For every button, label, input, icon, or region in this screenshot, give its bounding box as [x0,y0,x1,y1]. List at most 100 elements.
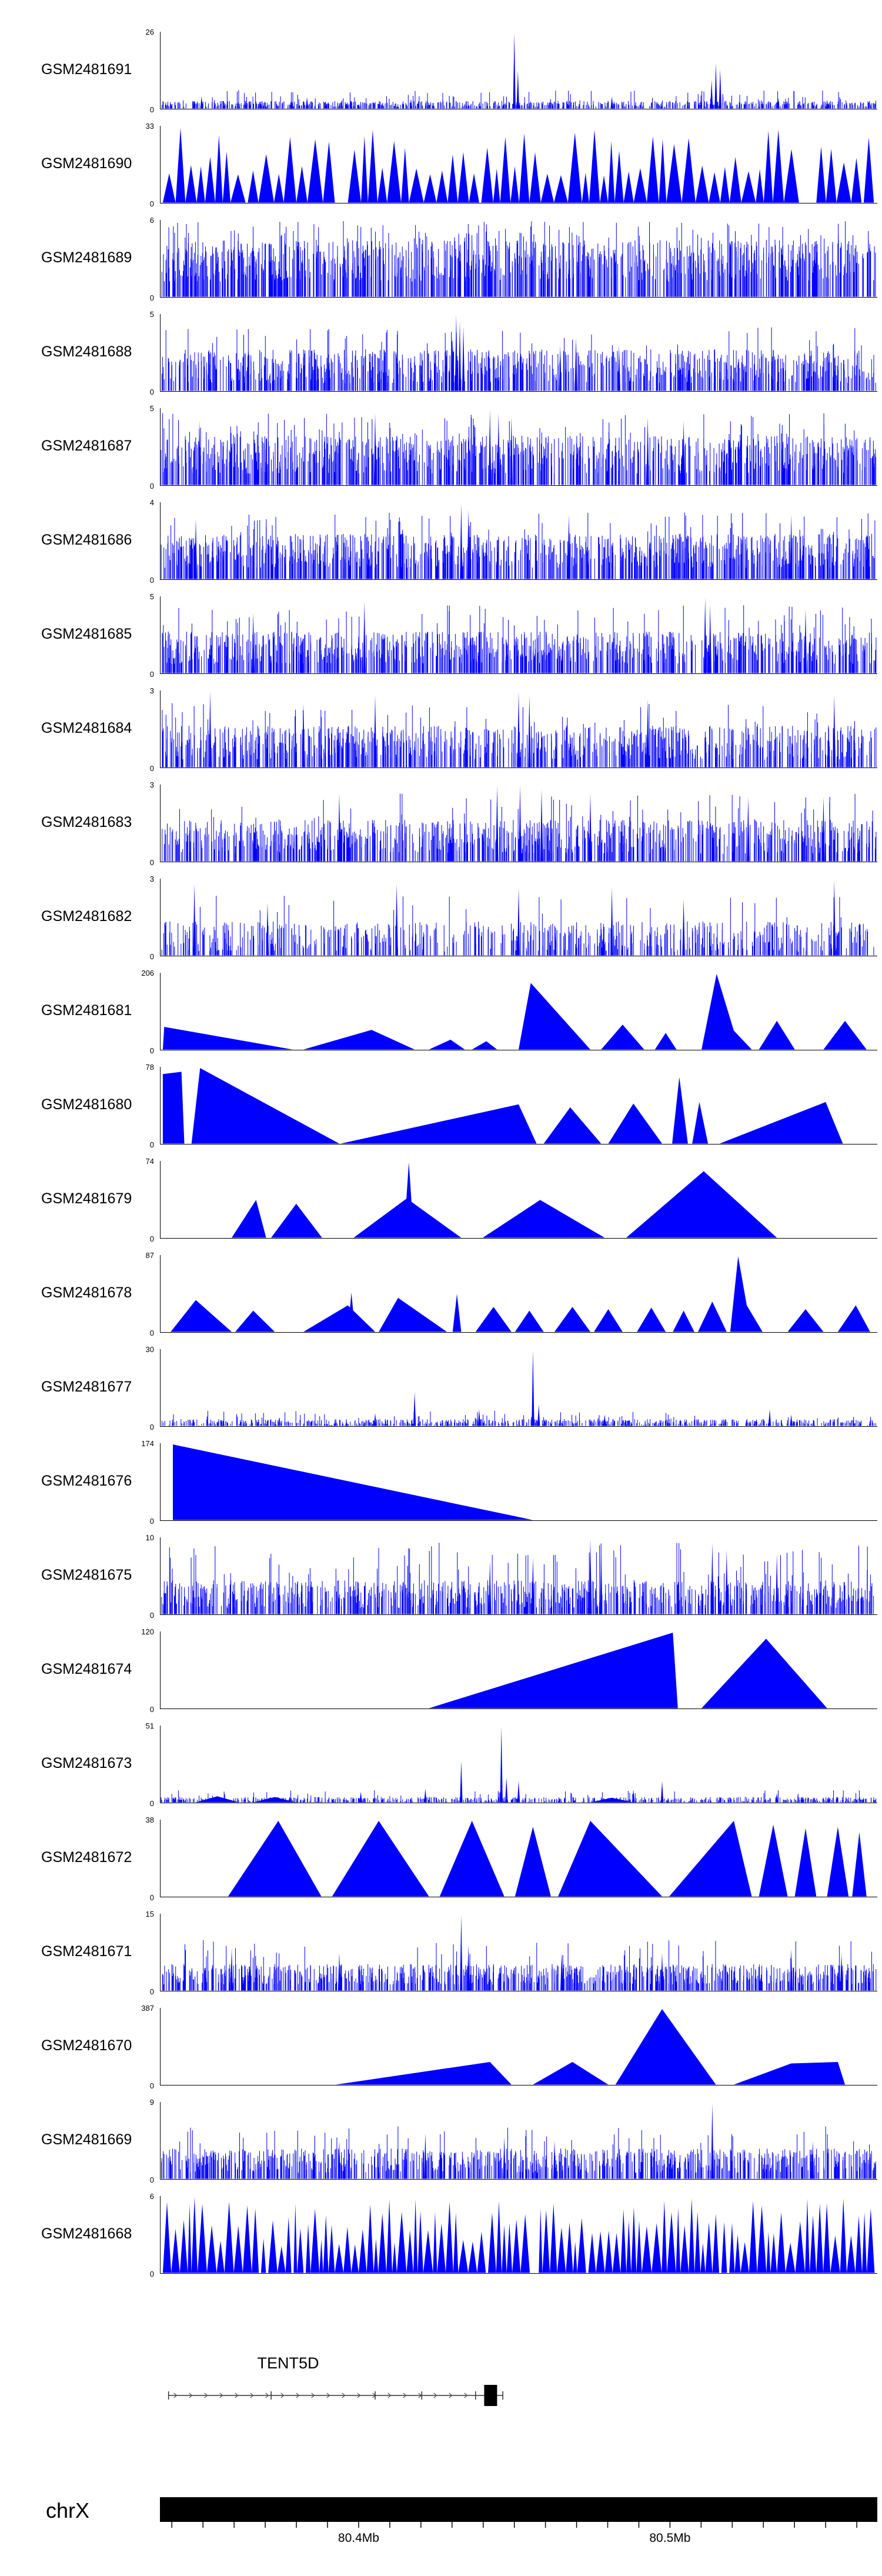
sample-label: GSM2481677 [41,1379,132,1395]
yaxis-max-label: 4 [149,498,154,507]
coverage-plot [160,1349,877,1427]
yaxis-min-label: 0 [149,858,154,867]
yaxis-min-label: 0 [149,2175,154,2184]
sample-label: GSM2481691 [41,61,132,78]
coverage-track-row: GSM2481668 6 0 [0,2188,882,2282]
sample-label: GSM2481682 [41,908,132,925]
coverage-track-row: GSM2481679 74 0 [0,1153,882,1247]
sample-label: GSM2481668 [41,2225,132,2242]
yaxis-min-label: 0 [149,105,154,114]
yaxis-min-label: 0 [149,1893,154,1902]
coverage-track-row: GSM2481685 5 0 [0,588,882,682]
yaxis-max-label: 6 [149,2192,154,2201]
yaxis-min-label: 0 [149,1987,154,1996]
coverage-track-row: GSM2481675 10 0 [0,1529,882,1623]
yaxis-max-label: 38 [145,1816,154,1824]
yaxis-min-label: 0 [149,2270,154,2278]
yaxis-max-label: 78 [145,1063,154,1072]
yaxis-min-label: 0 [149,199,154,208]
coverage-plot [160,690,877,768]
coverage-plot [160,408,877,486]
coverage-plot [160,785,877,862]
yaxis-min-label: 0 [149,952,154,961]
sample-label: GSM2481670 [41,2037,132,2054]
yaxis-min-label: 0 [149,482,154,490]
yaxis-max-label: 120 [141,1627,154,1636]
yaxis-max-label: 51 [145,1721,154,1730]
yaxis-min-label: 0 [149,1611,154,1620]
yaxis-min-label: 0 [149,670,154,679]
yaxis-min-label: 0 [149,764,154,773]
coverage-track-row: GSM2481674 120 0 [0,1623,882,1717]
chromosome-label: chrX [46,2498,90,2522]
yaxis-max-label: 206 [141,969,154,977]
coverage-plot [160,314,877,392]
coverage-track-row: GSM2481672 38 0 [0,1811,882,1906]
yaxis-max-label: 10 [145,1533,154,1542]
genome-axis-track: chrX 80.4Mb 80.5Mb [0,2492,882,2575]
sample-label: GSM2481678 [41,1284,132,1301]
yaxis-max-label: 5 [149,592,154,601]
coverage-plot [160,596,877,674]
coverage-track-row: GSM2481686 4 0 [0,494,882,588]
coverage-track-row: GSM2481689 6 0 [0,212,882,306]
coverage-plot [160,973,877,1050]
coverage-track-row: GSM2481676 174 0 [0,1435,882,1529]
sample-label: GSM2481679 [41,1190,132,1207]
sample-label: GSM2481669 [41,2131,132,2148]
yaxis-max-label: 5 [149,404,154,413]
coverage-track-row: GSM2481682 3 0 [0,870,882,965]
yaxis-min-label: 0 [149,1046,154,1055]
yaxis-max-label: 3 [149,875,154,883]
coverage-track-row: GSM2481670 387 0 [0,2000,882,2094]
yaxis-min-label: 0 [149,1423,154,1432]
yaxis-max-label: 174 [141,1439,154,1448]
sample-label: GSM2481687 [41,438,132,454]
yaxis-max-label: 9 [149,2098,154,2107]
coverage-plot [160,502,877,580]
gene-track: TENT5D [0,2350,882,2426]
sample-label: GSM2481685 [41,626,132,642]
sample-label: GSM2481671 [41,1943,132,1960]
sample-label: GSM2481672 [41,1849,132,1866]
coverage-plot [160,2102,877,2180]
coverage-track-row: GSM2481677 30 0 [0,1341,882,1435]
coverage-track-row: GSM2481671 15 0 [0,1906,882,2000]
yaxis-max-label: 87 [145,1251,154,1260]
axis-tick-label: 80.4Mb [338,2531,379,2545]
yaxis-max-label: 5 [149,310,154,319]
coverage-track-row: GSM2481673 51 0 [0,1717,882,1811]
coverage-plot [160,1443,877,1521]
yaxis-min-label: 0 [149,388,154,396]
yaxis-max-label: 6 [149,216,154,225]
coverage-plot [160,879,877,956]
yaxis-min-label: 0 [149,1517,154,1526]
yaxis-max-label: 30 [145,1345,154,1354]
coverage-plot [160,1820,877,1897]
sample-label: GSM2481689 [41,249,132,266]
yaxis-max-label: 3 [149,686,154,695]
coverage-plot [160,1255,877,1333]
yaxis-min-label: 0 [149,2081,154,2090]
genome-axis [160,2497,877,2528]
gene-name-label: TENT5D [257,2354,319,2372]
sample-label: GSM2481684 [41,720,132,736]
coverage-plot [160,1914,877,1991]
sample-label: GSM2481673 [41,1755,132,1771]
coverage-track-row: GSM2481684 3 0 [0,682,882,776]
yaxis-max-label: 33 [145,122,154,131]
yaxis-min-label: 0 [149,1234,154,1243]
sample-label: GSM2481690 [41,155,132,172]
coverage-plot [160,1067,877,1144]
sample-label: GSM2481681 [41,1002,132,1019]
coverage-plot [160,126,877,203]
yaxis-min-label: 0 [149,1140,154,1149]
yaxis-min-label: 0 [149,1799,154,1808]
coverage-plot [160,1161,877,1239]
yaxis-max-label: 15 [145,1910,154,1918]
gene-model [168,2385,503,2406]
coverage-plot [160,220,877,298]
yaxis-max-label: 74 [145,1157,154,1166]
coverage-track-row: GSM2481683 3 0 [0,776,882,870]
